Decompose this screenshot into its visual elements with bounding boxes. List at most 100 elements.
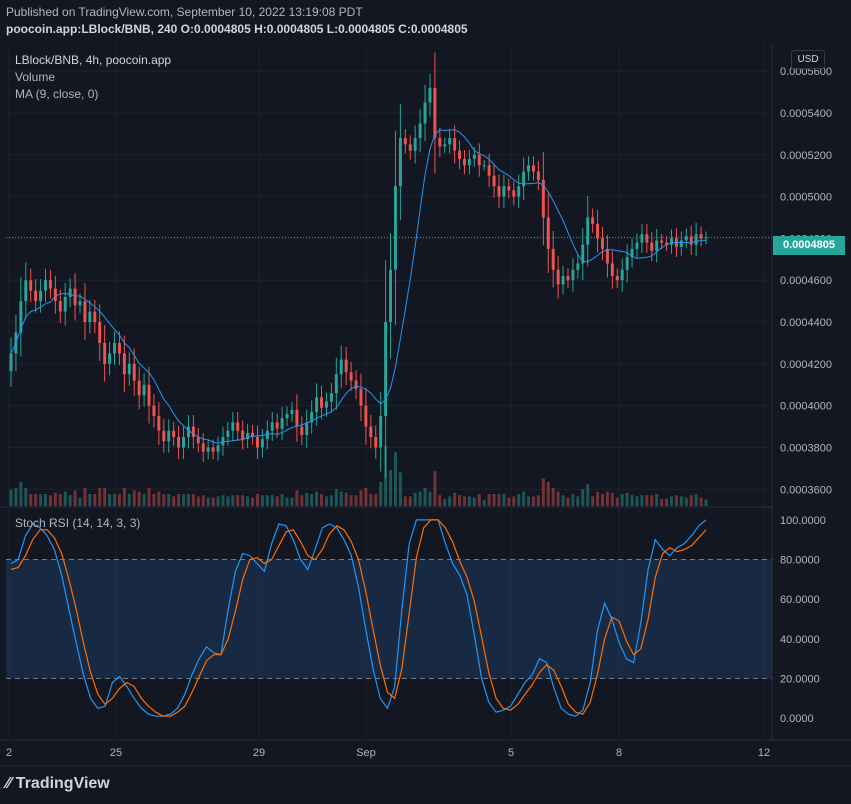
candle-body (369, 426, 373, 438)
volume-bar (596, 491, 600, 506)
volume-bar (571, 494, 575, 506)
candle-body (251, 432, 255, 438)
candle-body (167, 430, 171, 442)
volume-bar (34, 494, 38, 506)
legend-ma[interactable]: MA (9, close, 0) (15, 87, 99, 101)
volume-bar (477, 494, 481, 506)
volume-bar (546, 482, 550, 506)
volume-bar (221, 495, 225, 506)
volume-bar (398, 472, 402, 506)
candle-body (443, 144, 447, 147)
volume-bar (147, 488, 151, 506)
volume-bar (241, 495, 245, 506)
candle-body (315, 397, 319, 412)
candle-body (344, 359, 348, 373)
stoch-tick-label: 20.0000 (780, 674, 820, 686)
candle-body (433, 87, 437, 139)
price-tick-label: 0.0003800 (780, 442, 832, 454)
candle-body (670, 238, 673, 245)
volume-bar (635, 496, 639, 506)
candle-body (536, 171, 540, 180)
volume-bar (605, 491, 609, 506)
volume-bar (403, 496, 407, 506)
volume-bar (610, 492, 614, 506)
stoch-d-line (10, 519, 707, 717)
volume-bar (438, 495, 442, 506)
volume-bar (640, 495, 644, 506)
price-tick-label: 0.0004600 (780, 275, 832, 287)
candle-body (142, 384, 146, 396)
volume-bar (48, 495, 52, 506)
volume-bar (581, 489, 585, 506)
currency-button[interactable]: USD (791, 50, 825, 69)
candle-body (379, 416, 383, 448)
stoch-band (6, 559, 772, 680)
time-tick-label: Sep (356, 747, 376, 759)
candle-body (78, 301, 82, 306)
candle-body (620, 269, 624, 281)
candle-body (34, 290, 38, 302)
volume-bar (369, 494, 373, 506)
volume-bar (58, 494, 62, 506)
symbol-ohlc-line: poocoin.app:LBlock/BNB, 240 O:0.0004805 … (6, 22, 468, 36)
legend-stoch-rsi[interactable]: Stoch RSI (14, 14, 3, 3) (15, 516, 141, 530)
candle-body (324, 401, 328, 408)
volume-bar (389, 470, 393, 506)
candle-body (320, 397, 324, 408)
legend-volume[interactable]: Volume (15, 70, 56, 84)
volume-bars (9, 446, 708, 506)
volume-bar (699, 497, 703, 506)
candle-body (684, 236, 688, 241)
volume-bar (320, 494, 324, 506)
volume-bar (19, 482, 23, 506)
price-axis: 0.0003600 0.0003800 0.0004000 0.0004200 0.00… (780, 66, 832, 496)
volume-bar (122, 488, 126, 506)
candle-body (694, 234, 698, 245)
stoch-tick-label: 60.0000 (780, 594, 820, 606)
candle-body (122, 353, 126, 375)
volume-bar (630, 495, 634, 506)
candle-body (423, 102, 427, 124)
volume-bar (236, 495, 240, 506)
stoch-k-line (10, 519, 707, 717)
volume-bar (660, 498, 664, 506)
candle-body (517, 186, 521, 197)
volume-bar (63, 491, 67, 506)
volume-bar (423, 488, 427, 506)
volume-bar (186, 494, 190, 506)
volume-bar (591, 496, 595, 506)
price-tick-label: 0.0004000 (780, 401, 832, 413)
candle-body (113, 342, 116, 354)
candle-body (581, 244, 585, 264)
tradingview-logo[interactable]: ⁄⁄ TradingView (6, 775, 110, 793)
candle-body (418, 123, 422, 139)
volume-bar (157, 491, 161, 506)
candle-body (162, 430, 166, 442)
candle-body (172, 430, 176, 438)
axes (0, 44, 851, 767)
candle-body (630, 248, 634, 258)
volume-bar (679, 496, 683, 506)
candle-body (393, 186, 397, 270)
volume-bar (586, 484, 590, 506)
volume-bar (226, 496, 230, 506)
candle-body (556, 269, 560, 285)
volume-bar (487, 494, 491, 506)
published-line: Published on TradingView.com, September … (6, 5, 363, 19)
candle-body (83, 301, 87, 323)
volume-bar (522, 491, 526, 506)
candle-body (9, 353, 13, 372)
candle-body (512, 190, 516, 197)
volume-bar (620, 494, 624, 506)
volume-bar (650, 495, 654, 506)
candle-body (655, 240, 659, 251)
candle-body (660, 240, 664, 243)
legend-symbol[interactable]: LBlock/BNB, 4h, poocoin.app (15, 53, 172, 67)
volume-bar (329, 495, 333, 506)
volume-bar (39, 494, 43, 506)
volume-bar (472, 497, 476, 506)
candle-body (93, 311, 97, 323)
time-tick-label: 2 (6, 747, 12, 759)
candle-body (403, 138, 407, 145)
